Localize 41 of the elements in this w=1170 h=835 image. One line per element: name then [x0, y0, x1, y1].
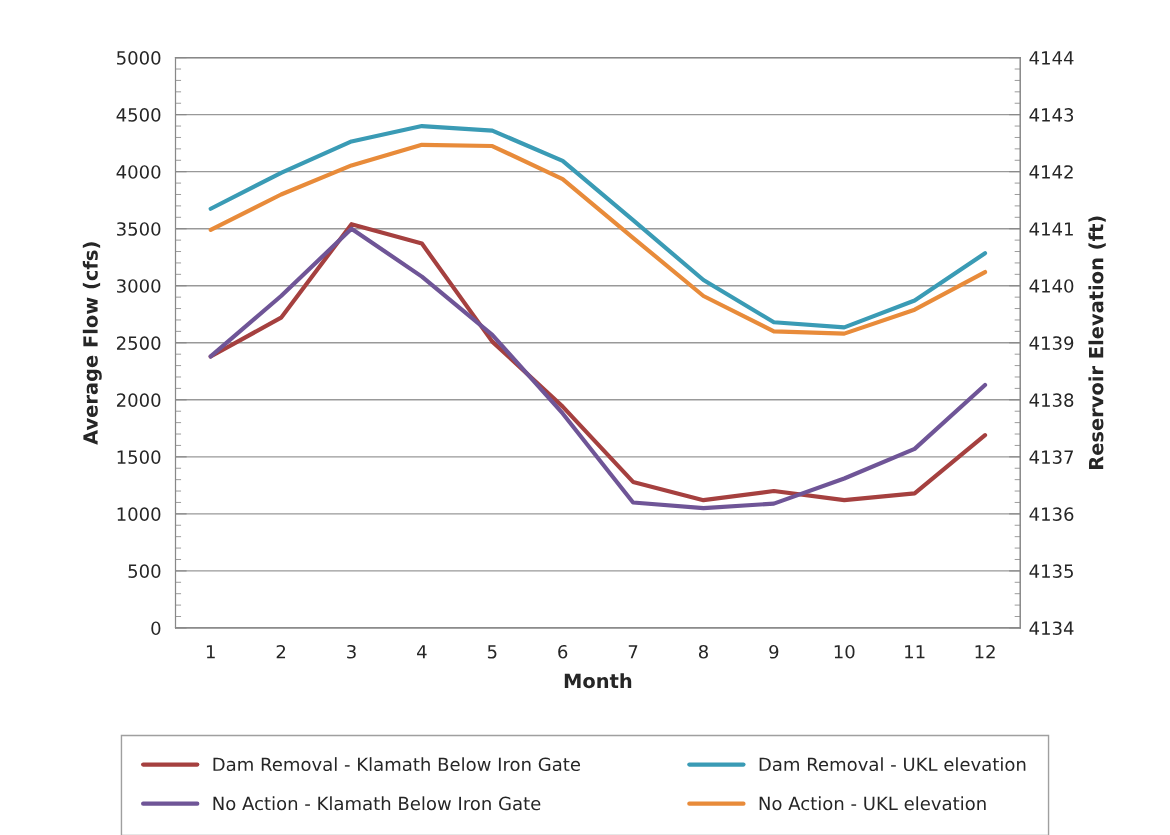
y-tick-label: 5000 — [117, 51, 161, 65]
y-tick-label: 3000 — [117, 279, 161, 293]
y2-tick-label: 4135 — [1029, 564, 1073, 579]
x-axis-title: Month — [564, 673, 632, 689]
y-tick-label: 2000 — [116, 393, 161, 407]
x-tick-label: 6 — [558, 644, 568, 659]
legend-label: No Action - Klamath Below Iron Gate — [213, 796, 541, 811]
legend-label: Dam Removal - UKL elevation — [759, 757, 1026, 772]
y-tick-label: 1000 — [117, 507, 161, 521]
y-tick-label: 500 — [128, 564, 161, 579]
legend-label: Dam Removal - Klamath Below Iron Gate — [213, 757, 581, 772]
x-tick-label: 11 — [905, 645, 925, 659]
y-tick-label: 1500 — [117, 450, 161, 464]
x-tick-label: 12 — [975, 644, 995, 659]
y2-tick-label: 4137 — [1029, 450, 1073, 464]
y2-tick-label: 4144 — [1029, 51, 1074, 65]
y2-tick-label: 4141 — [1029, 222, 1073, 236]
y2-tick-label: 4143 — [1029, 108, 1074, 122]
y2-tick-label: 4138 — [1029, 393, 1074, 407]
x-tick-label: 3 — [347, 644, 356, 659]
x-tick-label: 2 — [276, 644, 286, 659]
y2-tick-label: 4140 — [1029, 279, 1074, 293]
y2-tick-label: 4134 — [1029, 621, 1074, 636]
x-tick-label: 7 — [628, 645, 638, 659]
y-tick-label: 2500 — [116, 336, 161, 350]
y-tick-label: 3500 — [117, 222, 161, 236]
x-tick-label: 9 — [769, 644, 779, 659]
y-tick-label: 4500 — [116, 108, 161, 122]
y2-tick-label: 4142 — [1029, 165, 1073, 179]
y-tick-label: 0 — [151, 621, 161, 636]
y2-axis-title: Reservoir Elevation (ft) — [1088, 216, 1106, 469]
y2-tick-label: 4136 — [1029, 507, 1074, 521]
x-tick-label: 8 — [698, 644, 708, 659]
y2-tick-label: 4139 — [1029, 336, 1074, 350]
y-axis-title: Average Flow (cfs) — [82, 242, 102, 445]
x-tick-label: 4 — [417, 645, 427, 659]
legend-label: No Action - UKL elevation — [759, 796, 986, 811]
x-tick-label: 10 — [834, 644, 855, 659]
x-tick-label: 5 — [487, 645, 497, 659]
x-tick-label: 1 — [206, 645, 215, 659]
y-tick-label: 4000 — [116, 165, 161, 179]
